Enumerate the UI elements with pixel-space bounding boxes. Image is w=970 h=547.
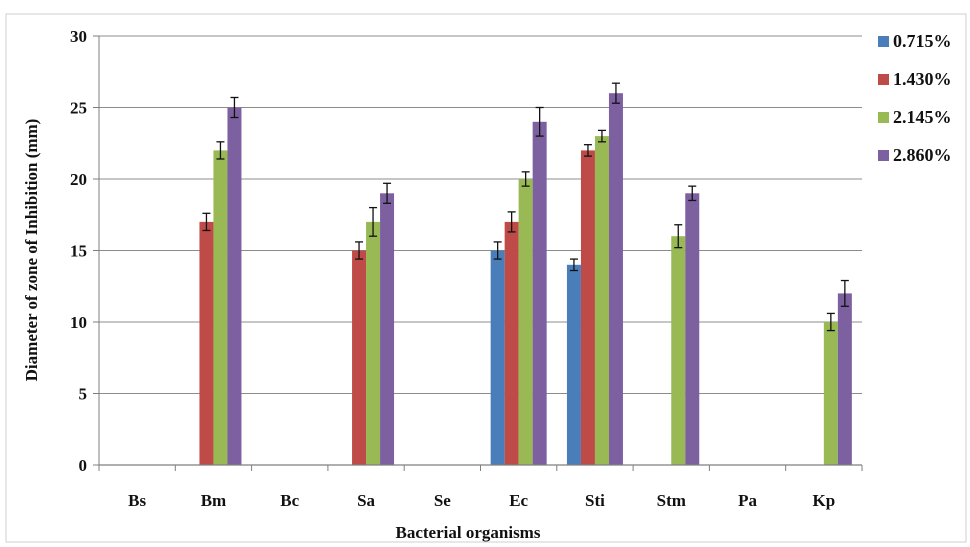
x-tick-label: Ec — [509, 491, 528, 510]
legend-label: 2.860% — [893, 145, 952, 165]
bar — [504, 221, 519, 465]
x-tick-label: Bs — [128, 491, 146, 510]
bar — [490, 250, 505, 465]
y-tick-label: 15 — [70, 242, 87, 261]
y-axis-title: Diameter of zone of Inhibition (mm) — [22, 119, 41, 382]
bar — [227, 107, 242, 465]
x-tick-label: Sa — [357, 491, 375, 510]
bar — [366, 221, 381, 465]
x-tick-label: Pa — [738, 491, 757, 510]
legend-swatch — [878, 36, 889, 47]
bar — [213, 150, 228, 465]
y-tick-label: 0 — [79, 456, 88, 475]
y-tick-label: 10 — [70, 313, 87, 332]
legend-swatch — [878, 150, 889, 161]
x-tick-label: Se — [434, 491, 451, 510]
bar — [380, 193, 395, 466]
legend-swatch — [878, 112, 889, 123]
y-tick-label: 20 — [70, 170, 87, 189]
bar — [518, 179, 533, 465]
y-tick-label: 30 — [70, 27, 87, 46]
bar — [199, 221, 214, 465]
y-tick-label: 5 — [79, 385, 88, 404]
bars — [199, 82, 852, 466]
legend-swatch — [878, 74, 889, 85]
legend-label: 1.430% — [893, 69, 952, 89]
bar — [532, 121, 547, 466]
bar — [837, 293, 852, 465]
x-tick-label: Bc — [280, 491, 299, 510]
x-tick-label: Bm — [201, 491, 227, 510]
legend-label: 0.715% — [893, 31, 952, 51]
y-tick-label: 25 — [70, 99, 87, 118]
legend: 0.715% 1.430% 2.145% 2.860% — [878, 31, 952, 165]
x-tick-label: Sti — [585, 491, 605, 510]
bar — [685, 193, 700, 466]
bar — [671, 236, 686, 465]
legend-label: 2.145% — [893, 107, 952, 127]
chart-border — [5, 13, 967, 543]
bar — [580, 150, 595, 465]
bar — [352, 250, 367, 465]
bar — [566, 264, 581, 465]
bar — [594, 136, 609, 465]
x-tick-label: Stm — [657, 491, 686, 510]
x-tick-label: Kp — [813, 491, 836, 510]
x-axis-title: Bacterial organisms — [396, 523, 541, 542]
bar — [823, 322, 838, 465]
axes: 0 5 10 15 20 25 30 Bs Bm Bc Sa Se Ec Sti Stm Pa Kp — [70, 27, 863, 510]
bar — [608, 93, 623, 465]
